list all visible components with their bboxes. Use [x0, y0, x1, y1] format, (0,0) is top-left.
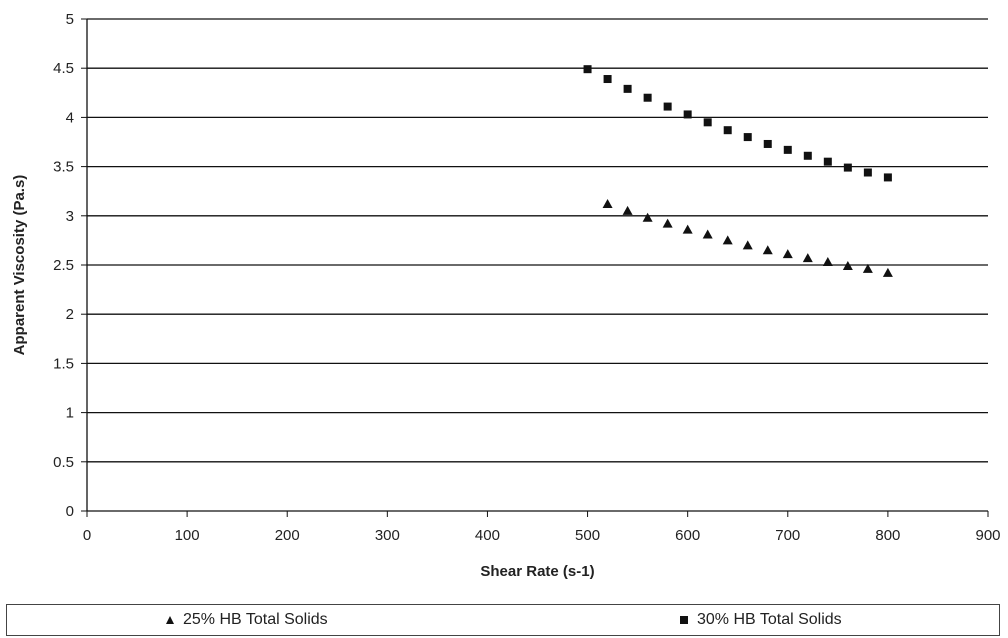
data-point-s0-10 — [802, 253, 813, 263]
x-tick-label-8: 800 — [875, 527, 900, 544]
data-point-s0-7 — [742, 240, 753, 250]
y-tick-label-3: 1.5 — [53, 355, 74, 372]
y-tick-label-8: 4 — [66, 109, 74, 126]
legend-label-25pct: 25% HB Total Solids — [183, 611, 328, 628]
square-marker-icon — [680, 616, 688, 624]
data-point-s0-8 — [762, 245, 773, 255]
x-tick-label-1: 100 — [175, 527, 200, 544]
data-point-s0-9 — [782, 249, 793, 259]
scatter-chart: 0 0.5 1 1.5 2 2.5 3 3.5 4 4.5 5 0 100 200 300 400 500 600… — [11, 11, 1001, 580]
y-tick-label-5: 2.5 — [53, 257, 74, 274]
data-point-s0-12 — [842, 260, 853, 270]
legend: 25% HB Total Solids 30% HB Total Solids — [6, 604, 1000, 636]
data-point-s1-15 — [883, 173, 892, 182]
x-tick-label-6: 600 — [675, 527, 700, 544]
data-point-s0-6 — [722, 235, 733, 245]
x-tick-label-2: 200 — [275, 527, 300, 544]
data-point-s0-0 — [602, 198, 613, 208]
data-point-s0-13 — [862, 263, 873, 273]
data-point-s1-14 — [863, 168, 872, 177]
legend-entry-25pct: 25% HB Total Solids — [165, 605, 328, 635]
legend-entry-30pct: 30% HB Total Solids — [679, 605, 842, 635]
triangle-marker-icon — [166, 616, 174, 624]
data-point-s1-0 — [583, 65, 592, 74]
x-tick-label-3: 300 — [375, 527, 400, 544]
data-point-s0-5 — [702, 229, 713, 239]
y-tick-label-1: 0.5 — [53, 454, 74, 471]
y-tick-label-9: 4.5 — [53, 60, 74, 77]
y-tick-label-4: 2 — [66, 306, 74, 323]
x-tick-label-9: 900 — [975, 527, 1000, 544]
data-point-s0-11 — [822, 257, 833, 267]
data-point-s1-7 — [723, 126, 732, 135]
y-tick-label-10: 5 — [66, 11, 74, 28]
data-point-s1-11 — [803, 151, 812, 160]
data-point-s0-2 — [642, 212, 653, 222]
data-point-s1-1 — [603, 75, 612, 84]
data-point-s1-6 — [703, 118, 712, 127]
x-tick-label-0: 0 — [83, 527, 91, 544]
data-point-s1-3 — [643, 93, 652, 102]
y-tick-label-2: 1 — [66, 405, 74, 422]
data-point-s0-14 — [882, 267, 893, 277]
data-point-s0-3 — [662, 218, 673, 228]
data-point-s1-2 — [623, 84, 632, 93]
data-point-s1-12 — [823, 157, 832, 166]
y-tick-label-0: 0 — [66, 503, 74, 520]
data-point-s0-1 — [622, 205, 633, 215]
x-axis-title: Shear Rate (s-1) — [480, 563, 594, 580]
data-point-s1-13 — [843, 163, 852, 172]
y-tick-label-6: 3 — [66, 208, 74, 225]
data-point-s1-8 — [743, 133, 752, 142]
legend-label-30pct: 30% HB Total Solids — [697, 611, 842, 628]
data-point-s0-4 — [682, 224, 693, 234]
data-point-s1-10 — [783, 145, 792, 154]
y-tick-label-7: 3.5 — [53, 159, 74, 176]
y-axis-title: Apparent Viscosity (Pa.s) — [11, 175, 28, 356]
data-point-s1-4 — [663, 102, 672, 111]
data-point-s1-5 — [683, 110, 692, 119]
data-point-s1-9 — [763, 139, 772, 148]
x-tick-label-4: 400 — [475, 527, 500, 544]
x-tick-label-5: 500 — [575, 527, 600, 544]
x-tick-label-7: 700 — [775, 527, 800, 544]
